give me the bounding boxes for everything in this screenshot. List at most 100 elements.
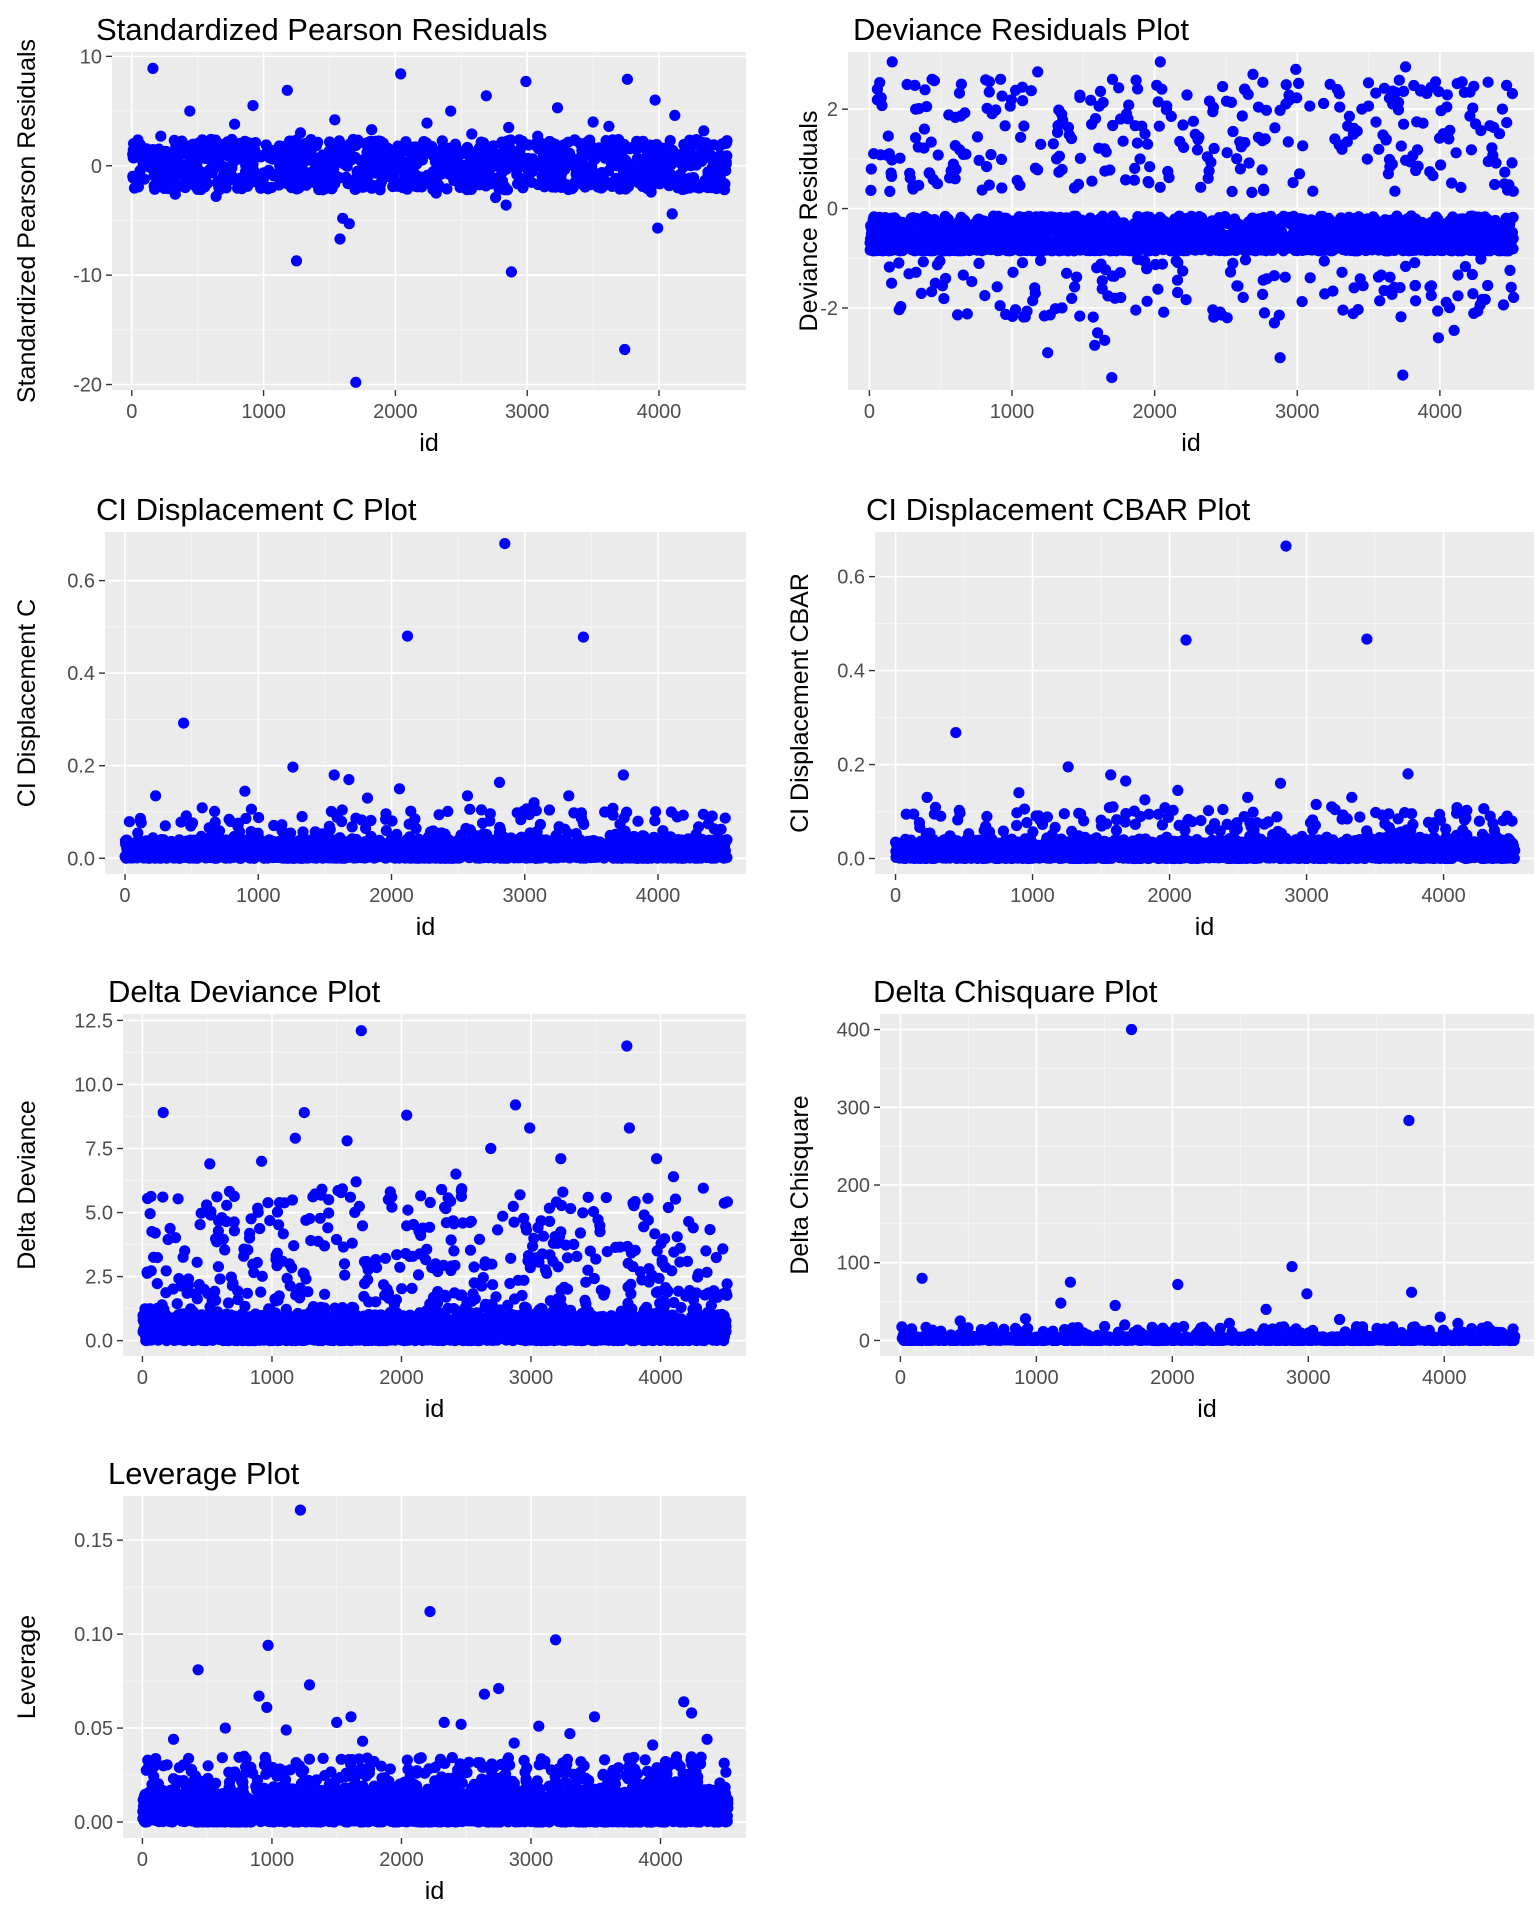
data-point (294, 127, 307, 139)
data-point (194, 168, 206, 181)
data-point (1496, 103, 1508, 115)
x-tick-label: 2000 (373, 401, 418, 423)
data-point (1096, 283, 1108, 295)
data-point (1156, 83, 1168, 95)
data-point (1257, 288, 1269, 300)
data-point (1094, 85, 1107, 97)
data-point (949, 140, 961, 152)
y-tick-label: 2 (827, 99, 838, 121)
data-point (1432, 332, 1444, 344)
data-point (622, 164, 635, 176)
data-point (974, 221, 986, 233)
data-point (214, 174, 226, 186)
data-point (1086, 175, 1098, 187)
data-point (1507, 185, 1519, 197)
data-point (1336, 266, 1348, 278)
data-point (1221, 147, 1233, 159)
x-tick-label: 3000 (1275, 401, 1320, 423)
data-point (1384, 271, 1396, 283)
data-point (1506, 157, 1518, 169)
data-point (540, 179, 552, 191)
data-point (1409, 238, 1421, 250)
data-point (1505, 281, 1517, 293)
data-point (1398, 118, 1410, 130)
data-point (952, 309, 964, 321)
data-point (500, 199, 512, 211)
data-point (1482, 76, 1494, 88)
data-point (563, 147, 576, 159)
data-point (1349, 212, 1362, 224)
data-point (599, 152, 611, 164)
data-point (1420, 243, 1432, 255)
data-point (714, 157, 726, 169)
data-point (287, 150, 299, 162)
data-point (349, 183, 361, 195)
x-tick-label: 1000 (990, 401, 1035, 423)
data-point (1032, 66, 1044, 78)
x-tick-label: 2000 (369, 885, 414, 907)
data-point (432, 146, 444, 158)
data-point (1430, 76, 1442, 88)
data-point (295, 162, 308, 174)
data-point (1257, 76, 1269, 88)
data-point (1120, 241, 1132, 253)
data-point (1448, 217, 1460, 229)
data-point (1074, 152, 1086, 164)
data-point (169, 188, 181, 200)
data-point (1329, 133, 1341, 145)
data-point (1187, 243, 1199, 255)
y-tick-label: -10 (73, 265, 102, 287)
data-point (1042, 347, 1054, 359)
data-point (293, 182, 305, 194)
data-point (934, 255, 946, 267)
data-point (480, 90, 492, 102)
data-point (706, 182, 718, 194)
data-point (1017, 95, 1029, 107)
data-point (885, 167, 897, 179)
data-point (1404, 156, 1416, 168)
data-point (990, 104, 1002, 116)
data-point (1489, 178, 1501, 191)
x-axis-title: id (419, 429, 438, 457)
data-point (953, 243, 965, 255)
data-point (1436, 218, 1448, 230)
data-point (994, 300, 1006, 312)
data-point (1099, 334, 1111, 346)
data-point (1465, 144, 1477, 156)
data-point (1239, 83, 1251, 96)
data-point (886, 56, 898, 68)
data-point (1123, 99, 1135, 111)
data-point (1087, 311, 1099, 323)
data-point (1410, 295, 1422, 307)
data-point (953, 87, 966, 99)
data-point (1010, 84, 1022, 96)
data-point (176, 160, 188, 172)
data-point (905, 227, 917, 239)
data-point (936, 280, 949, 292)
y-axis-title: Deviance Residuals (795, 111, 823, 332)
data-point (562, 136, 574, 148)
y-tick-label: 10 (80, 46, 102, 68)
data-point (1015, 131, 1027, 143)
data-point (1441, 89, 1453, 101)
data-point (1440, 296, 1452, 308)
data-point (1061, 212, 1073, 224)
data-point (619, 343, 631, 356)
data-point (666, 208, 678, 220)
data-point (1297, 140, 1309, 152)
data-point (1389, 185, 1401, 197)
data-point (932, 149, 944, 161)
data-point (1239, 233, 1251, 245)
data-point (1243, 216, 1255, 228)
data-point (1171, 274, 1184, 286)
data-point (334, 233, 346, 245)
data-point (1236, 110, 1248, 122)
data-point (334, 150, 346, 162)
data-point (635, 168, 647, 180)
data-point (1289, 221, 1301, 233)
y-tick-label: -20 (73, 375, 102, 397)
data-point (886, 277, 898, 289)
data-point (1394, 241, 1406, 253)
data-point (281, 84, 293, 96)
